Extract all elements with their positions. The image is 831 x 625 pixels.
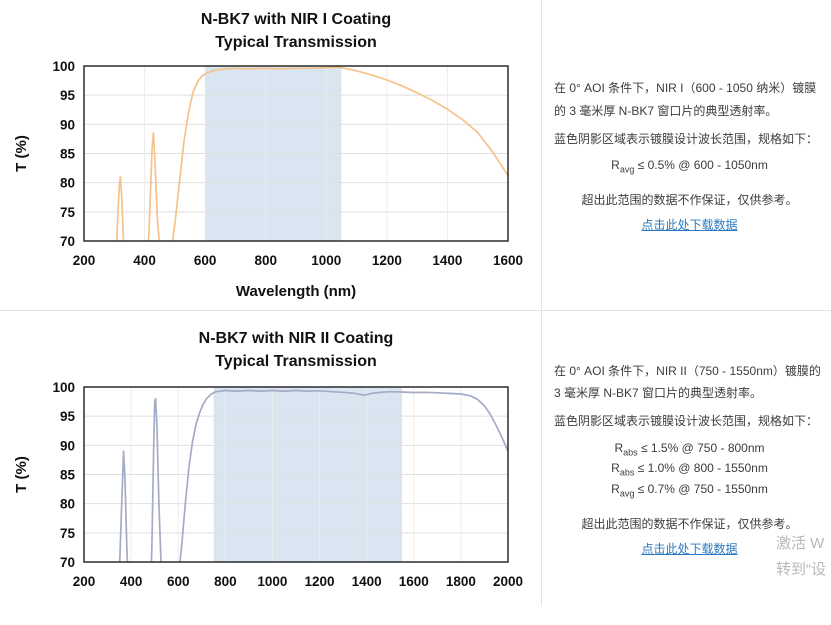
spec-line: Rabs ≤ 1.0% @ 800 - 1550nm — [554, 459, 825, 480]
svg-text:85: 85 — [60, 468, 76, 483]
nir1-disclaimer: 超出此范围的数据不作保证，仅供参考。 — [581, 192, 798, 207]
svg-text:1400: 1400 — [432, 253, 462, 268]
nir2-description: 在 0° AOI 条件下，NIR II（750 - 1550nm）镀膜的 3 毫… — [554, 364, 821, 401]
svg-text:1600: 1600 — [493, 253, 523, 268]
svg-text:400: 400 — [120, 574, 143, 589]
svg-text:70: 70 — [60, 555, 75, 570]
svg-text:T (%): T (%) — [13, 135, 30, 172]
nir2-info-panel: 在 0° AOI 条件下，NIR II（750 - 1550nm）镀膜的 3 毫… — [541, 311, 831, 606]
svg-text:200: 200 — [73, 253, 96, 268]
section-nir1: N-BK7 with NIR I Coating Typical Transmi… — [0, 0, 831, 311]
spec-symbol: R — [614, 440, 624, 455]
spec-subscript: avg — [619, 488, 635, 499]
spec-line: Ravg ≤ 0.7% @ 750 - 1550nm — [554, 480, 825, 501]
nir2-download-data-link[interactable]: 点击此处下载数据 — [641, 541, 738, 556]
svg-text:T (%): T (%) — [13, 456, 30, 493]
svg-text:80: 80 — [60, 176, 75, 191]
nir2-band-note: 蓝色阴影区域表示镀膜设计波长范围，规格如下： — [554, 414, 819, 429]
spec-symbol: R — [611, 482, 620, 497]
nir2-spec-list: Rabs ≤ 1.5% @ 750 - 800nm Rabs ≤ 1.0% @ … — [554, 439, 825, 501]
chart-title-line1: N-BK7 with NIR I Coating — [200, 11, 392, 28]
svg-text:90: 90 — [60, 117, 75, 132]
svg-text:400: 400 — [133, 253, 156, 268]
nir1-transmission-plot: 70 75 80 85 90 95 100 200 400 600 800 1000 1200 1400 1… — [13, 59, 523, 300]
svg-text:1000: 1000 — [257, 574, 287, 589]
svg-text:1000: 1000 — [311, 253, 341, 268]
svg-text:800: 800 — [254, 253, 277, 268]
spec-symbol: R — [611, 461, 620, 476]
nir2-chart-title: N-BK7 with NIR II Coating Typical Transm… — [84, 327, 508, 373]
spec-subscript: abs — [619, 467, 635, 478]
svg-text:600: 600 — [194, 253, 217, 268]
nir2-transmission-plot: 70 75 80 85 90 95 100 200 400 600 800 1000 1200 1400 1… — [13, 380, 523, 589]
nir2-disclaimer: 超出此范围的数据不作保证，仅供参考。 — [581, 516, 798, 531]
nir1-band-note: 蓝色阴影区域表示镀膜设计波长范围，规格如下： — [554, 131, 819, 146]
svg-text:70: 70 — [60, 234, 75, 249]
spec-value: ≤ 0.5% @ 600 - 1050nm — [634, 157, 768, 172]
spec-symbol: R — [611, 157, 620, 172]
svg-text:1600: 1600 — [399, 574, 429, 589]
nir1-download-data-link[interactable]: 点击此处下载数据 — [641, 217, 738, 232]
svg-text:95: 95 — [60, 409, 76, 424]
svg-text:Wavelength (nm): Wavelength (nm) — [236, 283, 356, 300]
svg-text:1800: 1800 — [446, 574, 476, 589]
svg-text:800: 800 — [214, 574, 237, 589]
nir1-chart-title: N-BK7 with NIR I Coating Typical Transmi… — [84, 8, 508, 54]
chart-title-line2: Typical Transmission — [215, 353, 377, 371]
spec-subscript: abs — [623, 447, 638, 457]
spec-line: Rabs ≤ 1.5% @ 750 - 800nm — [554, 439, 825, 460]
nir1-info-panel: 在 0° AOI 条件下，NIR I（600 - 1050 纳米）镀膜的 3 毫… — [541, 0, 831, 310]
svg-text:200: 200 — [73, 574, 96, 589]
chart-title-line1: N-BK7 with NIR II Coating — [198, 330, 394, 347]
nir1-chart-area: N-BK7 with NIR I Coating Typical Transmi… — [0, 0, 541, 310]
chart-title-line2: Typical Transmission — [215, 34, 377, 52]
svg-text:95: 95 — [60, 88, 76, 103]
nir1-description: 在 0° AOI 条件下，NIR I（600 - 1050 纳米）镀膜的 3 毫… — [554, 81, 817, 118]
nir2-chart-area: N-BK7 with NIR II Coating Typical Transm… — [0, 311, 541, 606]
svg-text:1200: 1200 — [372, 253, 402, 268]
svg-text:85: 85 — [60, 147, 76, 162]
svg-text:1400: 1400 — [352, 574, 382, 589]
spec-line: Ravg ≤ 0.5% @ 600 - 1050nm — [554, 156, 825, 177]
svg-text:100: 100 — [52, 380, 75, 395]
svg-text:75: 75 — [60, 205, 76, 220]
nir1-spec-list: Ravg ≤ 0.5% @ 600 - 1050nm — [554, 156, 825, 177]
svg-text:90: 90 — [60, 438, 75, 453]
svg-text:100: 100 — [52, 59, 75, 74]
svg-text:2000: 2000 — [493, 574, 523, 589]
spec-subscript: avg — [619, 164, 635, 175]
svg-text:1200: 1200 — [305, 574, 335, 589]
svg-text:75: 75 — [60, 526, 76, 541]
section-nir2: N-BK7 with NIR II Coating Typical Transm… — [0, 311, 831, 606]
svg-text:80: 80 — [60, 497, 75, 512]
spec-value: ≤ 0.7% @ 750 - 1550nm — [634, 482, 768, 497]
svg-text:600: 600 — [167, 574, 190, 589]
spec-value: ≤ 1.5% @ 750 - 800nm — [637, 440, 765, 455]
spec-value: ≤ 1.0% @ 800 - 1550nm — [634, 461, 768, 476]
